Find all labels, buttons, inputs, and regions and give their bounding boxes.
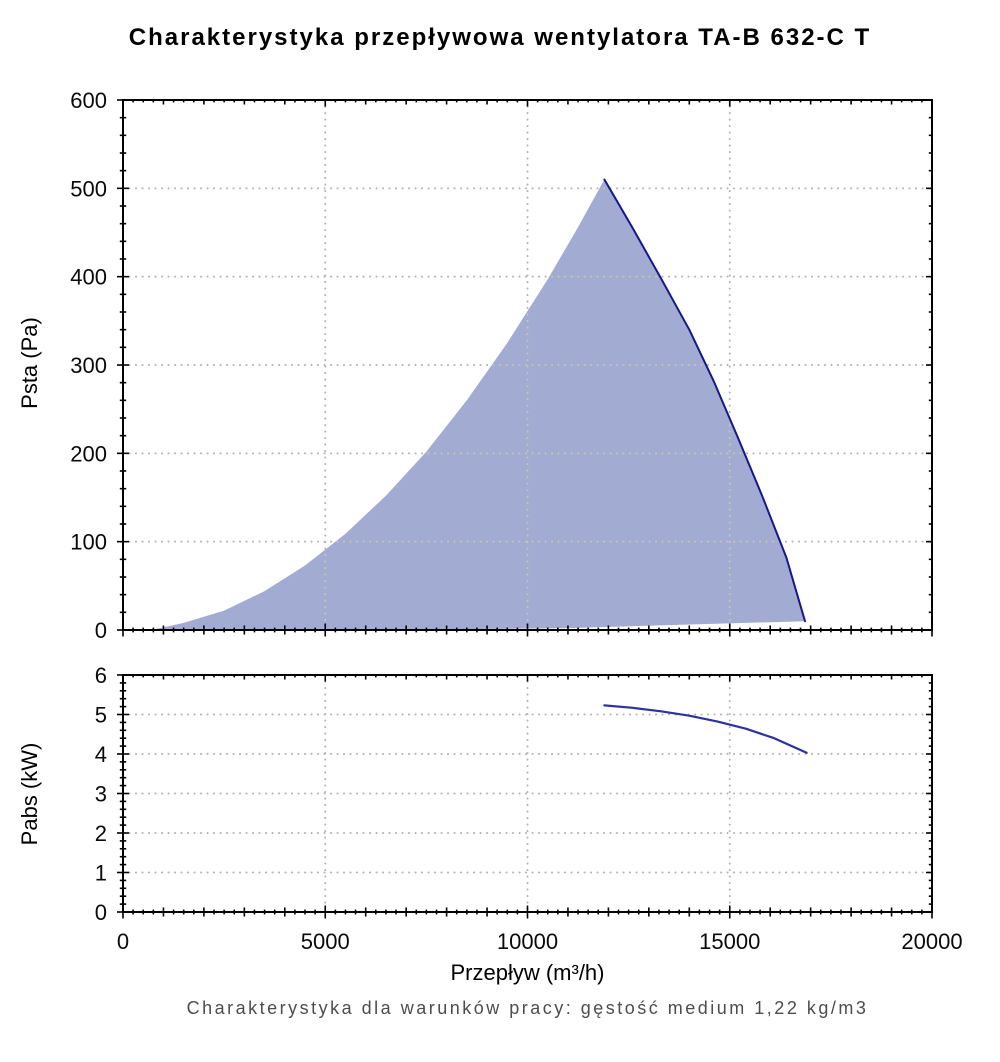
operating-envelope-area — [151, 179, 806, 630]
svg-text:600: 600 — [70, 88, 107, 113]
conditions-caption: Charakterystyka dla warunków pracy: gęst… — [186, 998, 869, 1018]
svg-text:10000: 10000 — [497, 929, 558, 954]
y-axis-label-pabs: Pabs (kW) — [17, 742, 42, 846]
power-curve-line — [603, 704, 808, 754]
svg-text:6: 6 — [95, 663, 107, 688]
svg-text:200: 200 — [70, 441, 107, 466]
svg-text:0: 0 — [95, 618, 107, 643]
svg-text:100: 100 — [70, 530, 107, 555]
page-title: Charakterystyka przepływowa wentylatora … — [128, 24, 872, 51]
axis-ticks — [117, 674, 933, 919]
svg-text:400: 400 — [70, 265, 107, 290]
envelope-edge-line — [603, 178, 806, 623]
svg-text:500: 500 — [70, 176, 107, 201]
svg-text:3: 3 — [95, 782, 107, 807]
svg-text:1: 1 — [95, 861, 107, 886]
svg-text:5: 5 — [95, 703, 107, 728]
fan-pressure-envelope-chart: 0 100 200 300 400 500 600 — [70, 88, 933, 643]
svg-text:300: 300 — [70, 353, 107, 378]
svg-text:2: 2 — [95, 821, 107, 846]
svg-text:4: 4 — [95, 742, 107, 767]
gridlines — [122, 674, 933, 913]
y-axis-label-psta: Psta (Pa) — [17, 317, 42, 409]
svg-text:20000: 20000 — [901, 929, 962, 954]
axis-ticks — [117, 99, 933, 637]
svg-text:0: 0 — [95, 900, 107, 925]
tick-labels: 0 100 200 300 400 500 600 — [70, 88, 107, 643]
svg-text:15000: 15000 — [699, 929, 760, 954]
x-axis-label: Przepływ (m³/h) — [450, 960, 605, 985]
svg-text:0: 0 — [117, 929, 129, 954]
tick-labels: 0 1 2 3 4 5 6 0 5000 10000 15000 20000 — [95, 663, 963, 954]
fan-power-curve-chart: 0 1 2 3 4 5 6 0 5000 10000 15000 20000 — [95, 663, 963, 954]
svg-text:5000: 5000 — [301, 929, 350, 954]
